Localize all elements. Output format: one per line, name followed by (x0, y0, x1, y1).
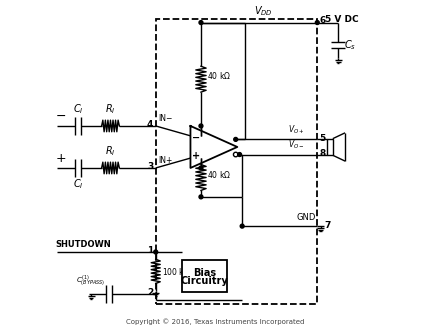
Text: $V_{O+}$: $V_{O+}$ (288, 124, 304, 136)
Text: 40 k$\Omega$: 40 k$\Omega$ (206, 169, 230, 180)
Text: IN+: IN+ (158, 156, 172, 165)
Text: GND: GND (295, 213, 315, 222)
Circle shape (199, 166, 203, 170)
Circle shape (237, 153, 241, 156)
Text: 6: 6 (319, 16, 326, 26)
Text: $V_{O-}$: $V_{O-}$ (288, 139, 304, 151)
Circle shape (233, 152, 237, 157)
Circle shape (154, 250, 157, 254)
Text: 5 V DC: 5 V DC (325, 15, 358, 25)
Circle shape (199, 195, 203, 199)
Text: IN−: IN− (158, 114, 172, 123)
Text: Circuitry: Circuitry (180, 276, 227, 286)
Text: 5: 5 (319, 134, 325, 143)
Bar (155, 19, 316, 304)
Text: +: + (55, 152, 66, 165)
Text: 100 k$\Omega$: 100 k$\Omega$ (161, 266, 190, 277)
Text: −: − (192, 133, 200, 143)
Text: 3: 3 (147, 162, 153, 171)
Text: $R_I$: $R_I$ (105, 145, 116, 158)
Text: $C_I$: $C_I$ (73, 102, 83, 116)
Circle shape (315, 21, 319, 25)
Text: Bias: Bias (192, 268, 215, 278)
Text: 7: 7 (324, 221, 330, 230)
Text: $R_I$: $R_I$ (105, 102, 116, 116)
Text: 8: 8 (319, 149, 325, 158)
Circle shape (199, 124, 203, 128)
Bar (181, 260, 226, 292)
Text: $C_I$: $C_I$ (73, 178, 83, 192)
Text: 4: 4 (147, 120, 153, 129)
Text: $C_s$: $C_s$ (343, 38, 356, 52)
Text: 2: 2 (147, 288, 153, 297)
Text: −: − (55, 111, 66, 123)
Circle shape (233, 137, 237, 141)
Bar (326, 139, 332, 155)
Text: +: + (192, 151, 200, 161)
Circle shape (240, 224, 243, 228)
Text: Copyright © 2016, Texas Instruments Incorporated: Copyright © 2016, Texas Instruments Inco… (126, 318, 304, 325)
Text: $C_{(BYPASS)}^{(1)}$: $C_{(BYPASS)}^{(1)}$ (76, 273, 105, 288)
Circle shape (199, 21, 203, 25)
Text: 40 k$\Omega$: 40 k$\Omega$ (206, 70, 230, 81)
Text: SHUTDOWN: SHUTDOWN (55, 240, 111, 249)
Text: 1: 1 (147, 246, 153, 255)
Text: $V_{DD}$: $V_{DD}$ (254, 4, 273, 18)
